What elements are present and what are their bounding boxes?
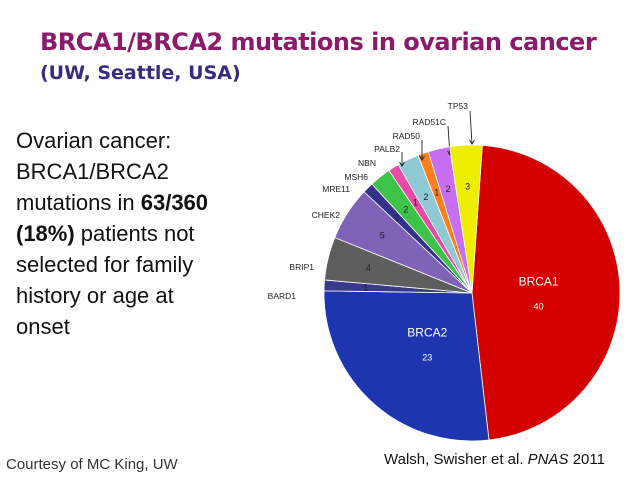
slice-value-brca1: 40 <box>534 302 544 312</box>
pie-slice-brca1 <box>471 144 621 441</box>
callout-arrowhead-palb2 <box>399 161 405 167</box>
mutation-count: 63/360 <box>140 190 209 215</box>
slice-label-nbn: NBN <box>358 158 376 168</box>
slice-value-rad51c: 2 <box>446 184 451 194</box>
slide-subtitle: (UW, Seattle, USA) <box>40 62 241 84</box>
slice-value-brip1: 4 <box>366 263 371 273</box>
slice-label-msh6: MSH6 <box>344 172 368 182</box>
slice-value-brca2: 23 <box>422 352 432 362</box>
summary-line: mutations in 63/360 <box>16 187 266 218</box>
slide-title: BRCA1/BRCA2 mutations in ovarian cancer <box>40 28 597 56</box>
slice-label-tp53: TP53 <box>448 101 469 111</box>
summary-line: history or age at <box>16 283 174 308</box>
summary-line: Ovarian cancer: <box>16 128 172 153</box>
slice-label-bard1: BARD1 <box>268 291 297 301</box>
slice-label-chek2: CHEK2 <box>312 210 341 220</box>
slice-value-palb2: 2 <box>423 192 428 202</box>
slice-label-palb2: PALB2 <box>374 144 400 154</box>
summary-text-part: mutations in <box>16 190 141 215</box>
summary-line: BRCA1/BRCA2 <box>16 159 169 184</box>
summary-text-part: patients not <box>74 221 195 246</box>
citation-year: 2011 <box>568 451 605 468</box>
mutation-percent: (18%) <box>16 221 75 246</box>
slice-label-rad51c: RAD51C <box>412 117 446 127</box>
slice-label-brip1: BRIP1 <box>289 262 314 272</box>
slice-value-bard1: 1 <box>363 283 368 293</box>
slice-value-rad50: 1 <box>434 187 439 197</box>
courtesy-credit: Courtesy of MC King, UW <box>6 456 178 473</box>
pie-slice-brca2 <box>323 290 490 442</box>
slice-label-mre11: MRE11 <box>322 184 350 194</box>
slice-value-msh6: 2 <box>403 204 408 214</box>
summary-line: selected for family <box>16 252 194 277</box>
summary-line: onset <box>16 314 70 339</box>
slice-value-tp53: 3 <box>465 182 470 192</box>
slice-value-nbn: 1 <box>413 198 418 208</box>
citation-journal: PNAS <box>527 451 569 468</box>
summary-line: (18%) patients not <box>16 218 266 249</box>
slice-label-brca1: BRCA1 <box>519 275 559 289</box>
slice-label-brca2: BRCA2 <box>407 325 447 339</box>
citation-authors: Walsh, Swisher et al. <box>384 451 528 468</box>
slice-value-mre11: 1 <box>394 212 399 222</box>
callout-arrow-rad51c <box>447 125 451 156</box>
citation: Walsh, Swisher et al. PNAS 2011 <box>384 451 605 468</box>
callout-arrowhead-tp53 <box>469 139 475 145</box>
callout-arrowhead-rad50 <box>419 155 425 161</box>
summary-text: Ovarian cancer: BRCA1/BRCA2 mutations in… <box>16 125 266 342</box>
slice-value-chek2: 5 <box>380 231 385 241</box>
callout-arrow-tp53 <box>469 110 473 145</box>
slice-label-rad50: RAD50 <box>393 131 421 141</box>
pie-slice-tp53 <box>449 144 483 294</box>
